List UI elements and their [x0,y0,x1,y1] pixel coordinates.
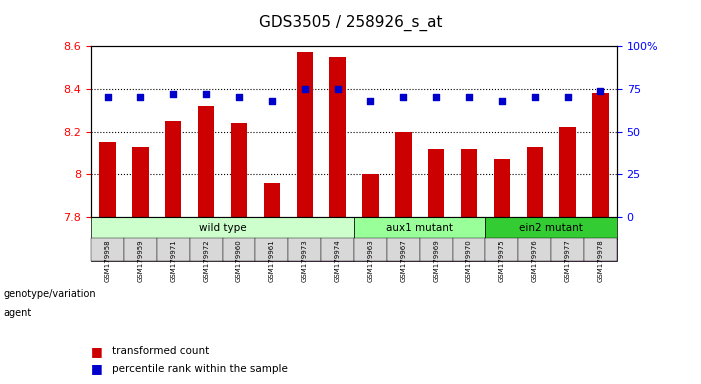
Bar [494,159,510,217]
Point [463,94,475,101]
FancyBboxPatch shape [420,238,453,261]
Point [430,94,442,101]
FancyBboxPatch shape [91,217,354,239]
Text: GSM179959: GSM179959 [137,239,144,282]
Text: ■: ■ [91,345,103,358]
Bar [526,147,543,217]
Text: GDS3505 / 258926_s_at: GDS3505 / 258926_s_at [259,15,442,31]
FancyBboxPatch shape [453,238,485,261]
Text: GSM179963: GSM179963 [367,239,374,282]
Bar [132,147,149,217]
FancyBboxPatch shape [387,238,420,261]
Bar [362,174,379,217]
Text: ein2 mutant: ein2 mutant [519,223,583,233]
Text: ■: ■ [91,362,103,375]
Point [266,98,278,104]
Point [562,94,573,101]
Text: ethylene: ethylene [233,245,278,255]
FancyBboxPatch shape [157,238,190,261]
Bar [297,53,313,217]
Bar [231,123,247,217]
Text: auxin: auxin [307,245,336,255]
FancyBboxPatch shape [387,239,485,261]
FancyBboxPatch shape [354,217,485,239]
FancyBboxPatch shape [584,238,617,261]
Bar [428,149,444,217]
Text: GSM179960: GSM179960 [236,239,242,282]
Text: aux1 mutant: aux1 mutant [386,223,454,233]
Text: transformed count: transformed count [112,346,210,356]
Text: GSM179958: GSM179958 [104,239,111,282]
Point [496,98,508,104]
FancyBboxPatch shape [91,239,223,261]
Point [595,88,606,94]
Text: genotype/variation: genotype/variation [4,289,96,299]
Text: GSM179974: GSM179974 [334,239,341,282]
FancyBboxPatch shape [223,239,288,261]
Bar [395,132,411,217]
Point [299,86,311,92]
FancyBboxPatch shape [288,239,354,261]
Bar [329,57,346,217]
FancyBboxPatch shape [485,239,551,261]
FancyBboxPatch shape [354,239,387,261]
Bar [592,93,608,217]
FancyBboxPatch shape [551,238,584,261]
Bar [461,149,477,217]
Text: GSM179978: GSM179978 [597,239,604,282]
Text: auxin: auxin [570,245,599,255]
Text: GSM179973: GSM179973 [301,239,308,282]
Point [135,94,146,101]
Text: GSM179967: GSM179967 [400,239,407,282]
Text: control: control [352,245,388,255]
FancyBboxPatch shape [485,217,617,239]
Point [365,98,376,104]
Bar [559,127,576,217]
Text: agent: agent [4,308,32,318]
Bar [198,106,215,217]
Point [200,91,212,97]
Text: GSM179969: GSM179969 [433,239,439,282]
FancyBboxPatch shape [91,238,124,261]
Text: GSM179976: GSM179976 [532,239,538,282]
Text: GSM179975: GSM179975 [499,239,505,282]
Bar [165,121,182,217]
FancyBboxPatch shape [124,238,157,261]
FancyBboxPatch shape [255,238,288,261]
Text: wild type: wild type [199,223,246,233]
Text: control: control [139,245,175,255]
Text: GSM179971: GSM179971 [170,239,176,282]
Text: GSM179970: GSM179970 [466,239,472,282]
Bar [264,183,280,217]
Point [102,94,113,101]
FancyBboxPatch shape [321,238,354,261]
Text: GSM179977: GSM179977 [564,239,571,282]
Point [332,86,343,92]
Point [168,91,179,97]
FancyBboxPatch shape [485,238,518,261]
FancyBboxPatch shape [518,238,551,261]
FancyBboxPatch shape [288,238,321,261]
Text: control: control [500,245,536,255]
FancyBboxPatch shape [354,238,387,261]
Point [529,94,540,101]
Text: GSM179972: GSM179972 [203,239,209,282]
FancyBboxPatch shape [551,239,617,261]
Text: percentile rank within the sample: percentile rank within the sample [112,364,288,374]
Text: ethylene: ethylene [414,245,459,255]
FancyBboxPatch shape [190,238,223,261]
FancyBboxPatch shape [223,238,255,261]
Point [233,94,245,101]
Point [397,94,409,101]
Bar [100,142,116,217]
Text: GSM179961: GSM179961 [269,239,275,282]
